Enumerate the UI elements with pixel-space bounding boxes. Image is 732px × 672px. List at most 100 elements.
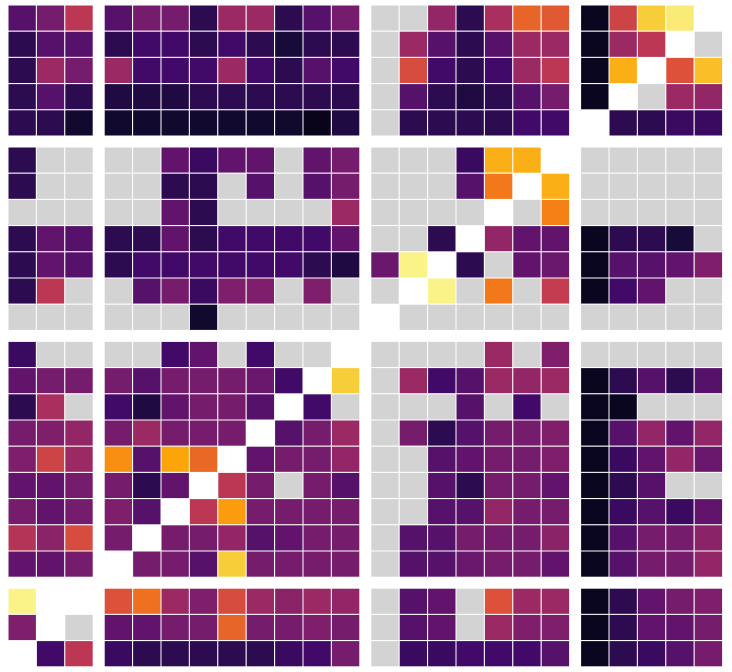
missing-cell	[665, 303, 695, 331]
cell	[132, 419, 162, 447]
cell	[188, 550, 219, 578]
cell	[636, 419, 667, 447]
cell	[7, 277, 37, 305]
missing-cell	[370, 498, 400, 526]
cell	[512, 393, 542, 421]
cell	[35, 56, 66, 85]
cell	[64, 56, 94, 85]
cell	[7, 587, 37, 615]
cell	[665, 56, 695, 85]
cell	[132, 587, 162, 615]
missing-cell	[302, 198, 332, 227]
cell	[455, 172, 485, 200]
cell	[580, 587, 610, 615]
cell	[540, 640, 571, 668]
cell	[693, 445, 724, 473]
cell	[580, 550, 610, 578]
cell	[274, 367, 304, 395]
cell	[302, 225, 332, 253]
missing-cell	[245, 198, 276, 227]
cell	[188, 340, 219, 369]
cell	[160, 445, 190, 473]
missing-cell	[665, 172, 695, 200]
cell	[188, 587, 219, 615]
cell	[302, 146, 332, 174]
cell	[427, 225, 457, 253]
cell	[7, 419, 37, 447]
cell	[245, 613, 276, 642]
cell	[302, 4, 332, 32]
missing-cell	[103, 277, 134, 305]
cell	[483, 524, 514, 552]
missing-cell	[693, 172, 724, 200]
cell	[160, 56, 190, 85]
cell	[512, 419, 542, 447]
missing-cell	[370, 225, 400, 253]
cell	[455, 367, 485, 395]
cell	[274, 613, 304, 642]
cell	[427, 277, 457, 305]
cell	[483, 640, 514, 668]
cell	[64, 30, 94, 58]
cell	[580, 83, 610, 111]
cell	[103, 83, 134, 111]
cell	[245, 471, 276, 500]
missing-cell	[398, 340, 429, 369]
missing-cell	[64, 393, 94, 421]
cell	[103, 587, 134, 615]
cell	[483, 56, 514, 85]
missing-cell	[608, 198, 638, 227]
cell	[217, 550, 247, 578]
missing-cell	[665, 277, 695, 305]
cell	[636, 613, 667, 642]
cell	[132, 613, 162, 642]
cell	[455, 498, 485, 526]
cell	[132, 83, 162, 111]
cell	[483, 445, 514, 473]
cell	[160, 340, 190, 369]
missing-cell	[693, 340, 724, 369]
missing-cell	[608, 146, 638, 174]
cell	[665, 83, 695, 111]
cell	[132, 277, 162, 305]
cell	[103, 471, 134, 500]
cell	[693, 640, 724, 668]
cell	[427, 445, 457, 473]
cell	[398, 56, 429, 85]
cell	[512, 225, 542, 253]
missing-cell	[398, 393, 429, 421]
cell	[64, 524, 94, 552]
cell	[398, 640, 429, 668]
cell	[540, 4, 571, 32]
cell	[217, 30, 247, 58]
cell	[188, 172, 219, 200]
cell	[483, 225, 514, 253]
cell	[274, 30, 304, 58]
missing-cell	[35, 340, 66, 369]
cell	[245, 4, 276, 32]
cell	[483, 340, 514, 369]
cell	[217, 393, 247, 421]
cell	[245, 587, 276, 615]
cell	[160, 30, 190, 58]
cell	[103, 640, 134, 668]
cell	[330, 30, 361, 58]
cell	[483, 30, 514, 58]
cell	[35, 471, 66, 500]
missing-cell	[370, 393, 400, 421]
missing-cell	[693, 198, 724, 227]
cell	[540, 56, 571, 85]
cell	[103, 367, 134, 395]
cell	[540, 445, 571, 473]
cell	[483, 83, 514, 111]
cell	[188, 4, 219, 32]
missing-cell	[64, 303, 94, 331]
cell	[132, 225, 162, 253]
cell	[64, 550, 94, 578]
cell	[35, 419, 66, 447]
missing-cell	[35, 303, 66, 331]
cell	[103, 419, 134, 447]
cell	[512, 30, 542, 58]
missing-cell	[274, 172, 304, 200]
cell	[188, 251, 219, 279]
